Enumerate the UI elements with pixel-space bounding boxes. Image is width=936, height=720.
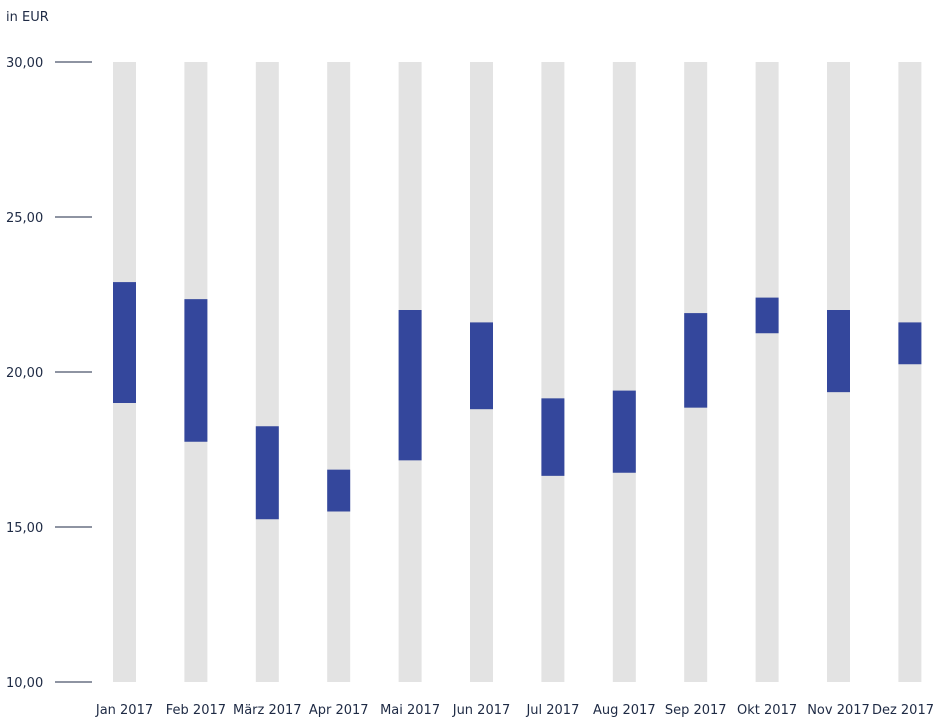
background-bar: [327, 62, 351, 682]
range-bar: [113, 282, 136, 403]
range-bar: [255, 426, 279, 520]
x-tick-label: Jan 2017: [95, 703, 153, 718]
x-tick-label: Dez 2017: [872, 703, 934, 718]
range-bar: [470, 322, 493, 410]
range-bar: [398, 310, 422, 461]
background-bar: [541, 62, 565, 682]
background-bar: [898, 62, 922, 682]
range-bar: [327, 469, 351, 512]
range-bar: [612, 390, 636, 473]
range-bars: [113, 282, 922, 520]
x-tick-label: Apr 2017: [309, 703, 369, 718]
range-bar: [684, 313, 708, 408]
x-tick-label: Jul 2017: [525, 703, 579, 718]
x-axis: Jan 2017 Feb 2017 März 2017 Apr 2017 Mai 201…: [95, 703, 934, 718]
x-tick-label: März 2017: [233, 703, 302, 718]
y-axis: 10,00 15,00 20,00 25,00 30,00: [6, 56, 92, 691]
x-tick-label: Sep 2017: [665, 703, 727, 718]
background-bar: [755, 62, 779, 682]
range-bar: [827, 310, 850, 393]
range-bar: [755, 297, 779, 334]
x-tick-label: Aug 2017: [593, 703, 656, 718]
range-bar: [898, 322, 922, 365]
y-tick-label: 20,00: [6, 366, 43, 381]
y-tick-label: 30,00: [6, 56, 43, 71]
background-bar: [255, 62, 279, 682]
x-tick-label: Nov 2017: [807, 703, 870, 718]
background-bar: [612, 62, 636, 682]
x-tick-label: Feb 2017: [166, 703, 226, 718]
y-unit-label: in EUR: [6, 10, 49, 25]
range-bar: [541, 398, 565, 476]
y-tick-label: 25,00: [6, 211, 43, 226]
range-bar: [184, 299, 208, 442]
x-tick-label: Jun 2017: [452, 703, 511, 718]
background-bars: [113, 62, 922, 682]
y-tick-label: 15,00: [6, 521, 43, 536]
x-tick-label: Okt 2017: [737, 703, 797, 718]
x-tick-label: Mai 2017: [380, 703, 440, 718]
y-tick-label: 10,00: [6, 676, 43, 691]
